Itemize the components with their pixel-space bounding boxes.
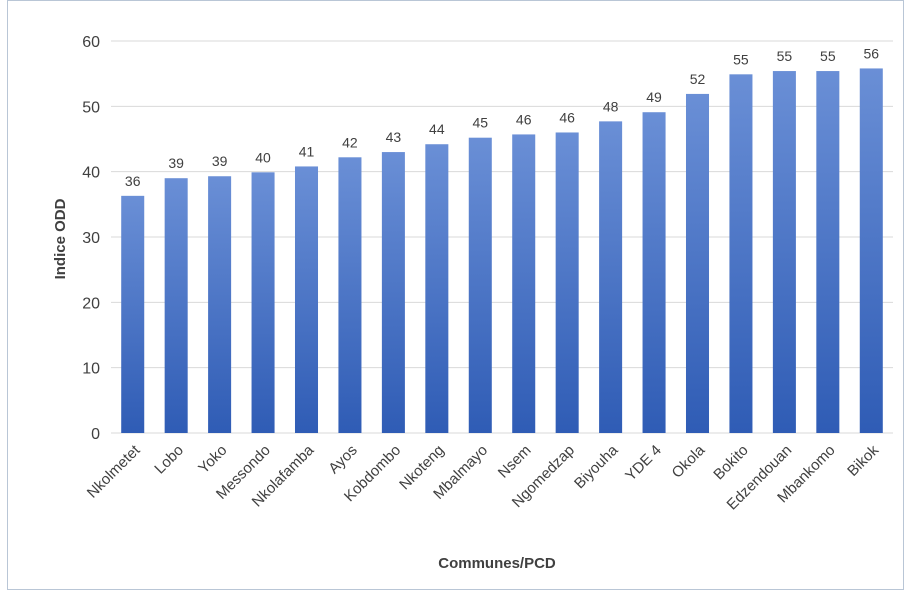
data-label: 55: [777, 48, 793, 64]
y-tick-label: 20: [82, 295, 100, 312]
x-tick-label: YDE 4: [622, 442, 665, 485]
chart-frame: 0 10 20 30 40 50 60 36 39 39 40 41 42 43 44 45 46 46 48 49…: [7, 0, 904, 590]
x-tick-label: Bikok: [844, 441, 882, 479]
x-tick-label: Nkolmetet: [84, 441, 144, 501]
x-tick-label: Bokito: [710, 442, 752, 484]
data-label: 46: [516, 111, 532, 127]
data-label: 48: [603, 98, 619, 114]
data-label: 44: [429, 121, 445, 137]
bar-nsem: [512, 134, 535, 433]
data-label: 49: [646, 89, 662, 105]
data-labels: 36 39 39 40 41 42 43 44 45 46 46 48 49 52 55 55 55 56: [125, 45, 879, 188]
data-label: 39: [212, 153, 228, 169]
bar-yde-4: [643, 112, 666, 433]
bar-ngomedzap: [556, 132, 579, 433]
data-label: 46: [559, 109, 575, 125]
y-tick-label: 0: [91, 426, 100, 443]
x-tick-label: Lobo: [151, 442, 187, 478]
bar-nkolmetet: [121, 196, 144, 433]
x-tick-label: Nsem: [495, 442, 535, 482]
bar-messondo: [252, 172, 275, 433]
y-tick-label: 60: [82, 34, 100, 51]
data-label: 52: [690, 71, 706, 87]
y-tick-label: 40: [82, 165, 100, 182]
data-label: 39: [168, 155, 184, 171]
bar-bokito: [729, 74, 752, 433]
data-label: 43: [386, 129, 402, 145]
x-tick-label: Okola: [669, 441, 709, 481]
bar-mbankomo: [816, 71, 839, 433]
data-label: 56: [863, 45, 879, 61]
bars: [121, 68, 883, 433]
data-label: 45: [472, 115, 488, 131]
bar-okola: [686, 94, 709, 433]
bar-bikok: [860, 68, 883, 433]
x-axis-title: Communes/PCD: [438, 555, 556, 572]
x-tick-label: Biyouha: [571, 441, 622, 492]
bar-lobo: [165, 178, 188, 433]
y-tick-label: 30: [82, 230, 100, 247]
bar-chart: 0 10 20 30 40 50 60 36 39 39 40 41 42 43 44 45 46 46 48 49…: [8, 1, 905, 591]
x-tick-label: Ayos: [325, 442, 360, 477]
data-label: 41: [299, 143, 315, 159]
bar-mbalmayo: [469, 138, 492, 433]
data-label: 42: [342, 134, 358, 150]
data-label: 36: [125, 173, 141, 189]
bar-nkoteng: [425, 144, 448, 433]
bar-edzendouan: [773, 71, 796, 433]
data-label: 55: [733, 51, 749, 67]
bar-kobdombo: [382, 152, 405, 433]
y-tick-labels: 0 10 20 30 40 50 60: [82, 34, 100, 443]
bar-yoko: [208, 176, 231, 433]
y-axis-title: Indice ODD: [52, 198, 69, 279]
y-tick-label: 10: [82, 361, 100, 378]
bar-nkolafamba: [295, 166, 318, 433]
bar-biyouha: [599, 121, 622, 433]
y-tick-label: 50: [82, 99, 100, 116]
bar-ayos: [338, 157, 361, 433]
data-label: 55: [820, 48, 836, 64]
x-tick-label: Yoko: [195, 442, 230, 477]
data-label: 40: [255, 149, 271, 165]
